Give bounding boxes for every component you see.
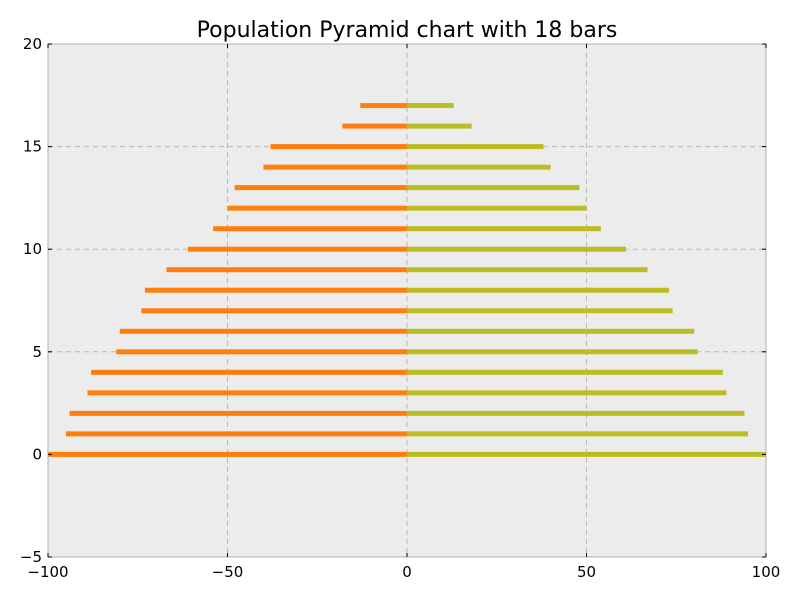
left-bar: [87, 390, 408, 396]
right-bar: [407, 246, 626, 252]
right-bar: [407, 267, 648, 273]
x-tick-label: 50: [577, 563, 596, 581]
right-bar: [407, 390, 727, 396]
right-bar: [407, 205, 587, 211]
left-bar: [263, 164, 407, 170]
right-bar: [407, 164, 551, 170]
y-tick-label: 5: [32, 343, 42, 361]
left-bar: [119, 328, 408, 334]
right-bar: [407, 369, 723, 375]
right-bar: [407, 451, 766, 457]
right-bar: [407, 287, 670, 293]
left-bar: [227, 205, 407, 211]
bars: [48, 103, 766, 457]
left-bar: [360, 103, 407, 109]
chart-title: Population Pyramid chart with 18 bars: [197, 18, 618, 43]
right-bar: [407, 185, 580, 191]
left-bar: [213, 226, 407, 232]
right-bar: [407, 103, 454, 109]
y-tick-label: 15: [23, 138, 42, 156]
x-tick-label: −100: [27, 563, 68, 581]
right-bar: [407, 328, 695, 334]
left-bar: [69, 410, 407, 416]
y-tick-label: 20: [23, 35, 42, 53]
left-bar: [116, 349, 408, 355]
x-tick-label: −50: [212, 563, 244, 581]
left-bar: [270, 144, 407, 150]
right-bar: [407, 308, 673, 314]
left-bar: [166, 267, 407, 273]
right-bar: [407, 410, 745, 416]
left-bar: [91, 369, 407, 375]
y-tick-label: −5: [20, 548, 42, 566]
x-tick-label: 100: [752, 563, 781, 581]
left-bar: [65, 431, 407, 437]
left-bar: [342, 123, 407, 129]
left-bar: [141, 308, 407, 314]
right-bar: [407, 144, 544, 150]
x-tick-label: 0: [402, 563, 412, 581]
left-bar: [234, 185, 407, 191]
left-bar: [188, 246, 407, 252]
right-bar: [407, 431, 749, 437]
right-bar: [407, 226, 601, 232]
left-bar: [144, 287, 407, 293]
right-bar: [407, 349, 698, 355]
left-bar: [48, 451, 407, 457]
y-tick-label: 10: [23, 240, 42, 258]
right-bar: [407, 123, 472, 129]
y-tick-label: 0: [32, 445, 42, 463]
